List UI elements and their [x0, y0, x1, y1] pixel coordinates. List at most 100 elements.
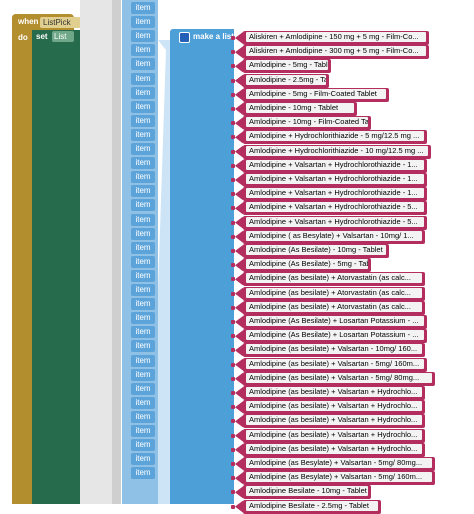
text-string-block[interactable]: Amlodipine (as besilate) + Valsartan + H…: [243, 400, 425, 415]
text-string-block[interactable]: Amlodipine + Valsartan + Hydrochlorothia…: [243, 158, 427, 173]
mutator-item[interactable]: item: [131, 425, 155, 437]
text-string-block[interactable]: Amlodipine - 2.5mg - Tablet: [243, 73, 329, 88]
text-string-value[interactable]: Amlodipine (as besilate) + Valsartan + H…: [246, 429, 422, 440]
text-string-value[interactable]: Amlodipine (as Besylate) + Valsartan - 5…: [246, 472, 432, 483]
mutator-item[interactable]: item: [131, 16, 155, 29]
mutator-item[interactable]: item: [131, 312, 155, 325]
text-string-block[interactable]: Amlodipine + Valsartan + Hydrochlorothia…: [243, 201, 427, 216]
text-string-value[interactable]: Amlodipine Besilate - 2.5mg - Tablet: [246, 500, 378, 511]
text-string-block[interactable]: Amlodipine - 10mg - Film-Coated Tablet: [243, 116, 371, 131]
text-string-value[interactable]: Amlodipine + Valsartan + Hydrochlorothia…: [246, 188, 424, 199]
text-string-value[interactable]: Amlodipine + Valsartan + Hydrochlorothia…: [246, 216, 424, 227]
text-string-block[interactable]: Amlodipine Besilate - 10mg - Tablet: [243, 485, 371, 500]
text-string-block[interactable]: Amlodipine (as besilate) + Valsartan + H…: [243, 414, 425, 429]
text-string-value[interactable]: Amlodipine (as besilate) + Valsartan + H…: [246, 443, 422, 454]
text-string-value[interactable]: Amlodipine - 2.5mg - Tablet: [246, 74, 326, 85]
text-string-value[interactable]: Amlodipine + Valsartan + Hydrochlorothia…: [246, 174, 424, 184]
text-string-block[interactable]: Amlodipine (as besilate) + Valsartan + H…: [243, 442, 425, 457]
text-string-value[interactable]: Amlodipine (as besilate) + Valsartan + H…: [246, 415, 422, 426]
text-string-value[interactable]: Amlodipine - 5mg - Tablet: [246, 60, 328, 71]
mutator-item[interactable]: item: [131, 368, 155, 381]
text-string-block[interactable]: Amlodipine ( as Besylate) + Valsartan - …: [243, 229, 425, 244]
mutator-item[interactable]: item: [131, 86, 155, 99]
mutator-item[interactable]: item: [131, 326, 155, 339]
text-string-value[interactable]: Amlodipine + Hydrochlorithiazide - 5 mg/…: [246, 131, 424, 142]
text-string-block[interactable]: Amlodipine (as Besylate) + Valsartan - 5…: [243, 471, 435, 486]
text-string-value[interactable]: Amlodipine + Hydrochlorithiazide - 10 mg…: [246, 145, 428, 156]
text-string-block[interactable]: Amlodipine (As Besilate) - 10mg - Tablet: [243, 244, 389, 258]
mutator-item[interactable]: item: [131, 2, 155, 14]
text-string-value[interactable]: Amlodipine (as besilate) + Atorvastatin …: [246, 301, 422, 312]
text-string-block[interactable]: Amlodipine + Hydrochlorithiazide - 10 mg…: [243, 144, 431, 159]
text-string-block[interactable]: Amlodipine (as besilate) + Valsartan + H…: [243, 386, 425, 400]
text-string-block[interactable]: Amlodipine (As Besilate) + Losartan Pota…: [243, 329, 427, 344]
mutator-item[interactable]: item: [131, 143, 155, 155]
mutator-item[interactable]: item: [131, 340, 155, 353]
make-a-list-block[interactable]: [170, 29, 234, 504]
mutator-item[interactable]: item: [131, 128, 155, 141]
text-string-block[interactable]: Amlodipine (as besilate) + Atorvastatin …: [243, 286, 425, 301]
mutator-item[interactable]: item: [131, 284, 155, 296]
mutator-item[interactable]: item: [131, 171, 155, 184]
text-string-value[interactable]: Aliskiren + Amlodipine - 150 mg + 5 mg -…: [246, 32, 426, 42]
text-string-value[interactable]: Amlodipine - 5mg - Film-Coated Tablet: [246, 88, 386, 99]
text-string-block[interactable]: Aliskiren + Amlodipine - 300 mg + 5 mg -…: [243, 45, 429, 60]
event-handler-block[interactable]: [12, 14, 34, 504]
text-string-block[interactable]: Amlodipine (as besilate) + Valsartan - 5…: [243, 371, 435, 386]
text-string-block[interactable]: Amlodipine + Valsartan + Hydrochlorothia…: [243, 215, 427, 230]
mutator-item[interactable]: item: [131, 100, 155, 113]
text-string-block[interactable]: Amlodipine + Valsartan + Hydrochlorothia…: [243, 187, 427, 202]
mutator-item[interactable]: item: [131, 354, 155, 367]
text-string-block[interactable]: Amlodipine + Hydrochlorithiazide - 5 mg/…: [243, 130, 427, 145]
text-string-value[interactable]: Amlodipine + Valsartan + Hydrochlorothia…: [246, 159, 424, 170]
text-string-value[interactable]: Amlodipine (As Besilate) - 10mg - Tablet: [246, 245, 386, 255]
mutator-item[interactable]: item: [131, 439, 155, 452]
text-string-block[interactable]: Amlodipine - 10mg - Tablet: [243, 102, 357, 116]
component-dropdown[interactable]: ListPick: [40, 17, 81, 28]
text-string-block[interactable]: Amlodipine (as besilate) + Valsartan - 5…: [243, 357, 427, 372]
text-string-value[interactable]: Amlodipine (as Besylate) + Valsartan - 5…: [246, 458, 432, 468]
mutator-item[interactable]: item: [131, 255, 155, 268]
mutator-item[interactable]: item: [131, 157, 155, 170]
mutator-item[interactable]: item: [131, 58, 155, 71]
mutator-gear-icon[interactable]: [179, 32, 190, 43]
text-string-block[interactable]: Amlodipine Besilate - 2.5mg - Tablet: [243, 499, 381, 514]
text-string-value[interactable]: Amlodipine - 10mg - Tablet: [246, 103, 354, 113]
text-string-block[interactable]: Amlodipine + Valsartan + Hydrochlorothia…: [243, 173, 427, 187]
text-string-value[interactable]: Amlodipine - 10mg - Film-Coated Tablet: [246, 117, 368, 128]
mutator-item[interactable]: item: [131, 269, 155, 282]
text-string-block[interactable]: Amlodipine (As Besilate) + Losartan Pota…: [243, 315, 427, 329]
text-string-block[interactable]: Aliskiren + Amlodipine - 150 mg + 5 mg -…: [243, 31, 429, 45]
mutator-item[interactable]: item: [131, 453, 155, 466]
text-string-value[interactable]: Amlodipine (as besilate) + Valsartan + H…: [246, 387, 422, 397]
text-string-value[interactable]: Amlodipine (As Besilate) + Losartan Pota…: [246, 316, 424, 326]
text-string-value[interactable]: Amlodipine (as besilate) + Atorvastatin …: [246, 287, 422, 298]
mutator-item[interactable]: item: [131, 199, 155, 212]
text-string-block[interactable]: Amlodipine - 5mg - Film-Coated Tablet: [243, 87, 389, 102]
mutator-item[interactable]: item: [131, 467, 155, 480]
text-string-value[interactable]: Amlodipine + Valsartan + Hydrochlorothia…: [246, 202, 424, 213]
text-string-value[interactable]: Amlodipine (As Besilate) - 5mg - Tablet: [246, 259, 368, 270]
text-string-block[interactable]: Amlodipine (as besilate) + Atorvastatin …: [243, 300, 425, 315]
text-string-value[interactable]: Amlodipine (as besilate) + Atorvastatin …: [246, 273, 422, 284]
mutator-item[interactable]: item: [131, 213, 155, 226]
text-string-value[interactable]: Amlodipine Besilate - 10mg - Tablet: [246, 486, 368, 497]
set-target-dropdown[interactable]: List: [52, 31, 74, 42]
text-string-value[interactable]: Amlodipine (as besilate) + Valsartan - 5…: [246, 358, 424, 369]
mutator-item[interactable]: item: [131, 298, 155, 311]
mutator-item[interactable]: item: [131, 396, 155, 409]
text-string-block[interactable]: Amlodipine (as besilate) + Atorvastatin …: [243, 272, 425, 287]
text-string-block[interactable]: Amlodipine (as besilate) + Valsartan - 1…: [243, 343, 425, 358]
text-string-value[interactable]: Amlodipine (as besilate) + Valsartan - 1…: [246, 344, 422, 355]
set-property-block[interactable]: [32, 30, 80, 504]
text-string-block[interactable]: Amlodipine (as Besylate) + Valsartan - 5…: [243, 457, 435, 471]
text-string-value[interactable]: Amlodipine (As Besilate) + Losartan Pota…: [246, 330, 424, 341]
mutator-item[interactable]: item: [131, 114, 155, 127]
mutator-item[interactable]: item: [131, 382, 155, 395]
mutator-item[interactable]: item: [131, 410, 155, 423]
text-string-value[interactable]: Amlodipine (as besilate) + Valsartan + H…: [246, 401, 422, 412]
mutator-item[interactable]: item: [131, 241, 155, 254]
text-string-value[interactable]: Amlodipine ( as Besylate) + Valsartan - …: [246, 230, 422, 241]
mutator-item[interactable]: item: [131, 30, 155, 43]
mutator-item[interactable]: item: [131, 185, 155, 198]
